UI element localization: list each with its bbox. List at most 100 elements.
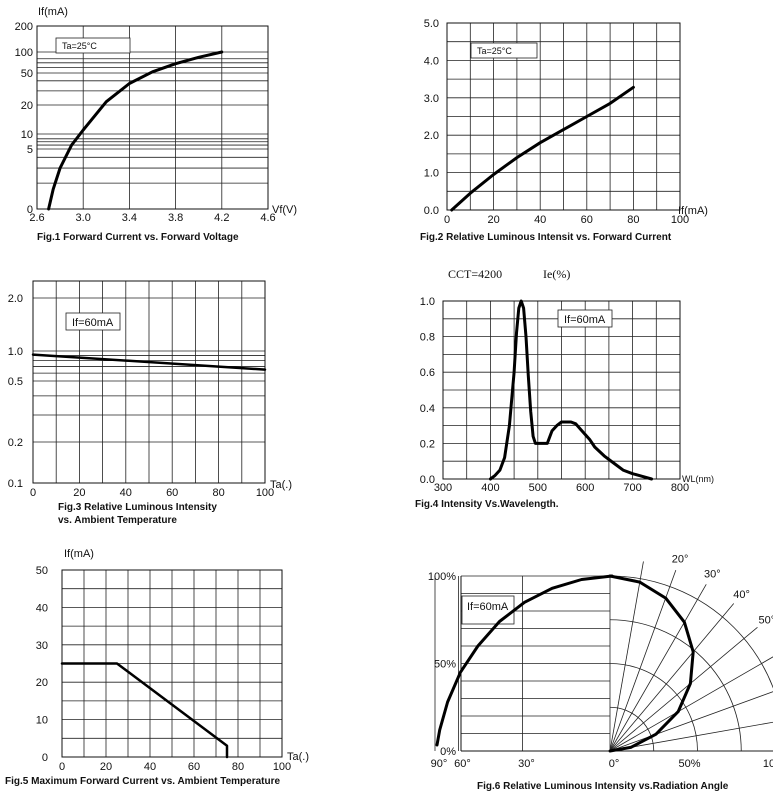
- fig5-y-tick: 10: [36, 715, 48, 727]
- fig4-x-tick: 600: [576, 482, 594, 494]
- fig2-x-tick: 100: [671, 214, 689, 226]
- fig5-y-tick: 50: [36, 565, 48, 577]
- fig6-series-rect: [435, 574, 614, 747]
- fig3-frame: [32, 280, 266, 484]
- fig6-caption: Fig.6 Relative Luminous Intensity vs.Rad…: [477, 781, 729, 792]
- fig2-annotation: Ta=25°C: [477, 46, 512, 56]
- fig4-x-tick: 700: [623, 482, 641, 494]
- fig3-x-tick: 20: [73, 487, 85, 499]
- fig6-radial-line: [609, 584, 707, 752]
- fig5-y-label: If(mA): [64, 548, 94, 560]
- fig2-y-tick: 3.0: [424, 93, 439, 105]
- fig5-x-tick: 100: [273, 761, 291, 773]
- fig4-series-line: [488, 299, 654, 481]
- fig6-polar-ring: [609, 575, 773, 689]
- fig6-bottom-right-tick: 50%: [678, 758, 700, 770]
- fig5-y-tick: 20: [36, 677, 48, 689]
- fig5-y-tick: 0: [42, 752, 48, 764]
- fig4-y-tick: 1.0: [420, 296, 435, 308]
- fig6-radial-line: [609, 569, 677, 752]
- fig5-x-label: Ta(.): [287, 751, 309, 763]
- fig4-x-tick: 300: [434, 482, 452, 494]
- fig4-y-tick: 0.8: [420, 332, 435, 344]
- fig5-caption: Fig.5 Maximum Forward Current vs. Ambien…: [5, 776, 280, 787]
- fig1-x-tick: 3.8: [168, 212, 183, 224]
- fig5-series-line: [60, 662, 229, 759]
- fig1-series-line: [47, 50, 224, 211]
- fig6-radial-line: [609, 561, 644, 752]
- fig1-caption: Fig.1 Forward Current vs. Forward Voltag…: [37, 232, 239, 243]
- fig1-x-tick: 4.6: [260, 212, 275, 224]
- fig6-radial-line: [609, 626, 758, 752]
- fig4-x-tick: 500: [529, 482, 547, 494]
- fig4-frame: [442, 300, 681, 480]
- fig4-y-tick: 0.4: [420, 403, 435, 415]
- fig6-angle-label: 20°: [672, 554, 689, 566]
- fig6-bottom-left-tick: 60°: [454, 758, 471, 770]
- fig2-y-tick: 1.0: [424, 168, 439, 180]
- fig6-y-tick: 100%: [428, 571, 456, 583]
- fig3-x-tick: 80: [212, 487, 224, 499]
- fig3-x-tick: 100: [256, 487, 274, 499]
- fig1-y-tick: 100: [15, 47, 33, 59]
- fig3-y-tick: 1.0: [8, 346, 23, 358]
- fig2-x-tick: 20: [487, 214, 499, 226]
- fig4-y-tick: 0.2: [420, 438, 435, 450]
- fig6-bottom-left-tick: 0°: [609, 758, 620, 770]
- fig3-annotation-box: [65, 312, 121, 331]
- fig4-x-tick: 400: [481, 482, 499, 494]
- fig2-y-tick: 2.0: [424, 130, 439, 142]
- fig4-caption: Fig.4 Intensity Vs.Wavelength.: [415, 499, 559, 510]
- fig4-annotation-box: [557, 309, 613, 328]
- fig3-annotation: If=60mA: [72, 317, 114, 329]
- fig4-header-left: CCT=4200: [448, 267, 502, 281]
- fig6-annotation: If=60mA: [467, 601, 509, 613]
- fig1-x-label: Vf(V): [272, 204, 297, 216]
- fig1-y-tick: 200: [15, 21, 33, 33]
- fig6-y-tick: 0%: [440, 746, 456, 758]
- fig5-y-tick: 40: [36, 602, 48, 614]
- fig6-bottom-left-tick: 90°: [431, 758, 448, 770]
- fig3-caption-line2: vs. Ambient Temperature: [58, 515, 177, 526]
- fig5-x-tick: 60: [188, 761, 200, 773]
- fig1-annotation: Ta=25°C: [62, 41, 97, 51]
- fig3-x-tick: 0: [30, 487, 36, 499]
- fig1-y-tick: 0: [27, 204, 33, 216]
- fig2-y-tick: 0.0: [424, 205, 439, 217]
- fig4-y-tick: 0.0: [420, 474, 435, 486]
- fig1-y-tick: 5: [27, 144, 33, 156]
- fig6-y-tick: 50%: [434, 659, 456, 671]
- fig3-y-tick: 2.0: [8, 293, 23, 305]
- fig6-radial-line: [609, 656, 773, 752]
- fig2-annotation-box: [470, 42, 538, 59]
- fig1-frame: [36, 25, 269, 210]
- fig3-series-line: [31, 353, 267, 371]
- fig1-x-tick: 3.4: [122, 212, 137, 224]
- fig6-radial-line: [609, 721, 773, 752]
- fig2-x-tick: 0: [444, 214, 450, 226]
- fig3-x-tick: 40: [120, 487, 132, 499]
- fig1-x-tick: 3.0: [76, 212, 91, 224]
- fig4-header-right: Ie(%): [543, 267, 570, 281]
- fig6-radial-line: [609, 691, 773, 752]
- fig2-x-tick: 60: [581, 214, 593, 226]
- fig2-series-line: [450, 85, 635, 212]
- fig1-y-label: If(mA): [38, 6, 68, 18]
- fig5-x-tick: 0: [59, 761, 65, 773]
- fig2-x-label: If(mA): [678, 205, 708, 217]
- fig3-x-tick: 60: [166, 487, 178, 499]
- fig2-caption: Fig.2 Relative Luminous Intensit vs. For…: [420, 232, 672, 243]
- fig6-series-polar: [608, 574, 695, 753]
- fig1-annotation-box: [55, 37, 131, 54]
- fig2-y-tick: 5.0: [424, 18, 439, 30]
- fig5-x-tick: 40: [144, 761, 156, 773]
- fig2-x-tick: 40: [534, 214, 546, 226]
- fig3-y-tick: 0.2: [8, 437, 23, 449]
- fig6-bottom-left-tick: 30°: [518, 758, 535, 770]
- fig3-x-label: Ta(.): [270, 479, 292, 491]
- fig2-x-tick: 80: [627, 214, 639, 226]
- fig2-frame: [446, 22, 681, 211]
- fig6-radial-line: [609, 603, 735, 752]
- fig4-annotation: If=60mA: [564, 314, 606, 326]
